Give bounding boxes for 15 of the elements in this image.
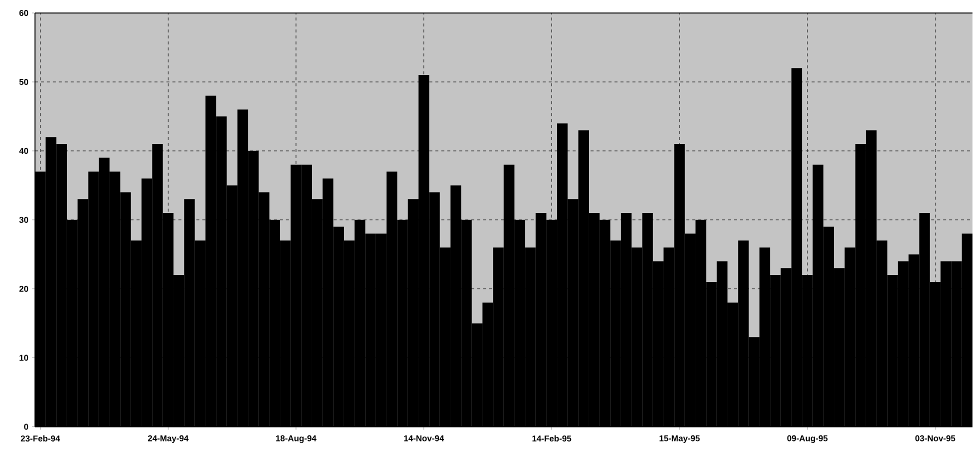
y-tick-label: 50 — [19, 79, 28, 86]
x-tick-label: 09-Aug-95 — [787, 435, 828, 444]
x-tick-label: 15-May-95 — [660, 435, 700, 444]
x-tick-label: 03-Nov-95 — [915, 435, 956, 442]
x-tick-label: 24-May-94 — [148, 435, 189, 444]
y-tick-label: 30 — [19, 217, 28, 223]
x-tick-label: 14-Nov-94 — [404, 435, 444, 442]
y-tick-label: 10 — [20, 354, 28, 361]
x-tick-label: 18-Aug-94 — [276, 435, 316, 444]
y-tick-label: 20 — [19, 286, 28, 292]
x-tick-label: 23-Feb-94 — [20, 435, 60, 442]
y-tick-label: 40 — [19, 148, 28, 154]
x-tick-label: 14-Feb-95 — [532, 435, 572, 442]
y-tick-label: 60 — [19, 10, 28, 16]
y-tick-label: 0 — [24, 424, 28, 430]
